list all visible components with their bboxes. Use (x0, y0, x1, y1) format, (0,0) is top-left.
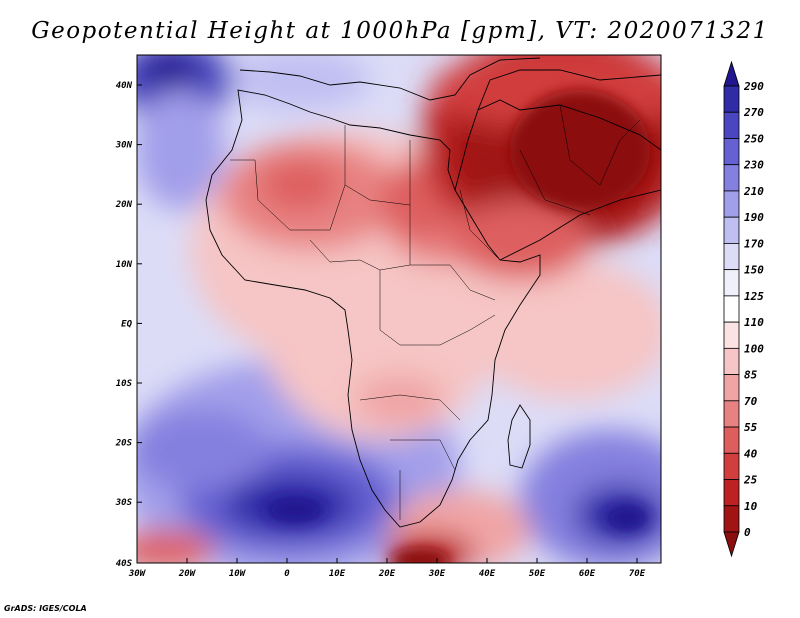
colorbar-segment (723, 164, 740, 192)
lat-tick-label: 10S (116, 379, 133, 389)
lon-tick-label: 50E (529, 569, 546, 579)
colorbar-label: 150 (744, 264, 764, 277)
colorbar-segment (723, 452, 740, 480)
footer-credit: GrADS: IGES/COLA (4, 604, 87, 613)
lon-tick-label: 30W (128, 569, 147, 579)
country-borders (230, 104, 641, 520)
colorbar-label: 40 (744, 447, 758, 460)
lon-tick-label: 70E (629, 569, 646, 579)
colorbar-segment (723, 243, 740, 271)
colorbar-segment (723, 479, 740, 507)
colorbar-label: 0 (744, 526, 751, 539)
lat-tick-label: 20N (115, 200, 133, 210)
lat-tick-label: 40S (116, 559, 133, 569)
colorbar-label: 85 (744, 369, 758, 382)
colorbar-segment (723, 216, 740, 244)
colorbar-label: 55 (744, 421, 758, 434)
lon-tick-label: 20E (378, 569, 396, 579)
lat-tick-label: 30N (115, 141, 133, 151)
latitude-axis: 40N 30N 20N 10N EQ 10S 20S 30S 40S (115, 81, 142, 569)
lat-tick-label: EQ (121, 319, 132, 329)
colorbar-label: 170 (744, 237, 764, 250)
colorbar-segment (723, 269, 740, 297)
colorbar-segment (723, 295, 740, 323)
longitude-axis: 30W 20W 10W 0 10E 20E 30E 40E 50E 60E 70E (128, 558, 646, 579)
colorbar-segment (723, 321, 740, 349)
colorbar-label: 230 (743, 159, 764, 172)
colorbar-top-arrow (723, 60, 740, 87)
lon-tick-label: 10E (329, 569, 346, 579)
colorbar-segment (723, 347, 740, 375)
colorbar-label: 25 (743, 474, 758, 487)
colorbar-label: 100 (744, 342, 764, 355)
lon-tick-label: 40E (479, 569, 496, 579)
colorbar-segment (723, 505, 740, 533)
map-title: Geopotential Height at 1000hPa [gpm], VT… (31, 18, 769, 44)
plot-frame (136, 54, 662, 564)
colorbar-label: 250 (743, 132, 764, 145)
colorbar-label: 125 (744, 290, 764, 303)
colorbar-label: 10 (744, 500, 758, 513)
lon-tick-label: 0 (284, 569, 290, 579)
colorbar-bottom-arrow (723, 531, 740, 558)
colorbar-segment (723, 400, 740, 428)
colorbar-segment (723, 85, 740, 113)
colorbar-label: 190 (744, 211, 764, 224)
colorbar-label: 270 (743, 106, 764, 119)
coastlines (205, 57, 661, 528)
colorbar-segment (723, 138, 740, 166)
colorbar-segment (723, 190, 740, 218)
lon-tick-label: 30E (428, 569, 446, 579)
lat-tick-label: 10N (116, 260, 133, 270)
colorbar-label: 210 (743, 185, 764, 198)
lon-tick-label: 20W (178, 569, 197, 579)
colorbar-segment (723, 426, 740, 454)
lon-tick-label: 10W (229, 569, 247, 579)
lon-tick-label: 60E (579, 569, 596, 579)
colorbar-label: 110 (744, 316, 764, 329)
colorbar-segment (723, 374, 740, 402)
colorbar-label: 70 (744, 395, 758, 408)
colorbar-segment (723, 111, 740, 139)
colorbar-label: 290 (743, 80, 764, 93)
height-field (137, 55, 661, 563)
lat-tick-label: 30S (115, 498, 133, 508)
lat-tick-label: 20S (115, 439, 133, 449)
colorbar: 2902702502302101901701501251101008570554… (723, 60, 764, 558)
lat-tick-label: 40N (116, 81, 133, 91)
